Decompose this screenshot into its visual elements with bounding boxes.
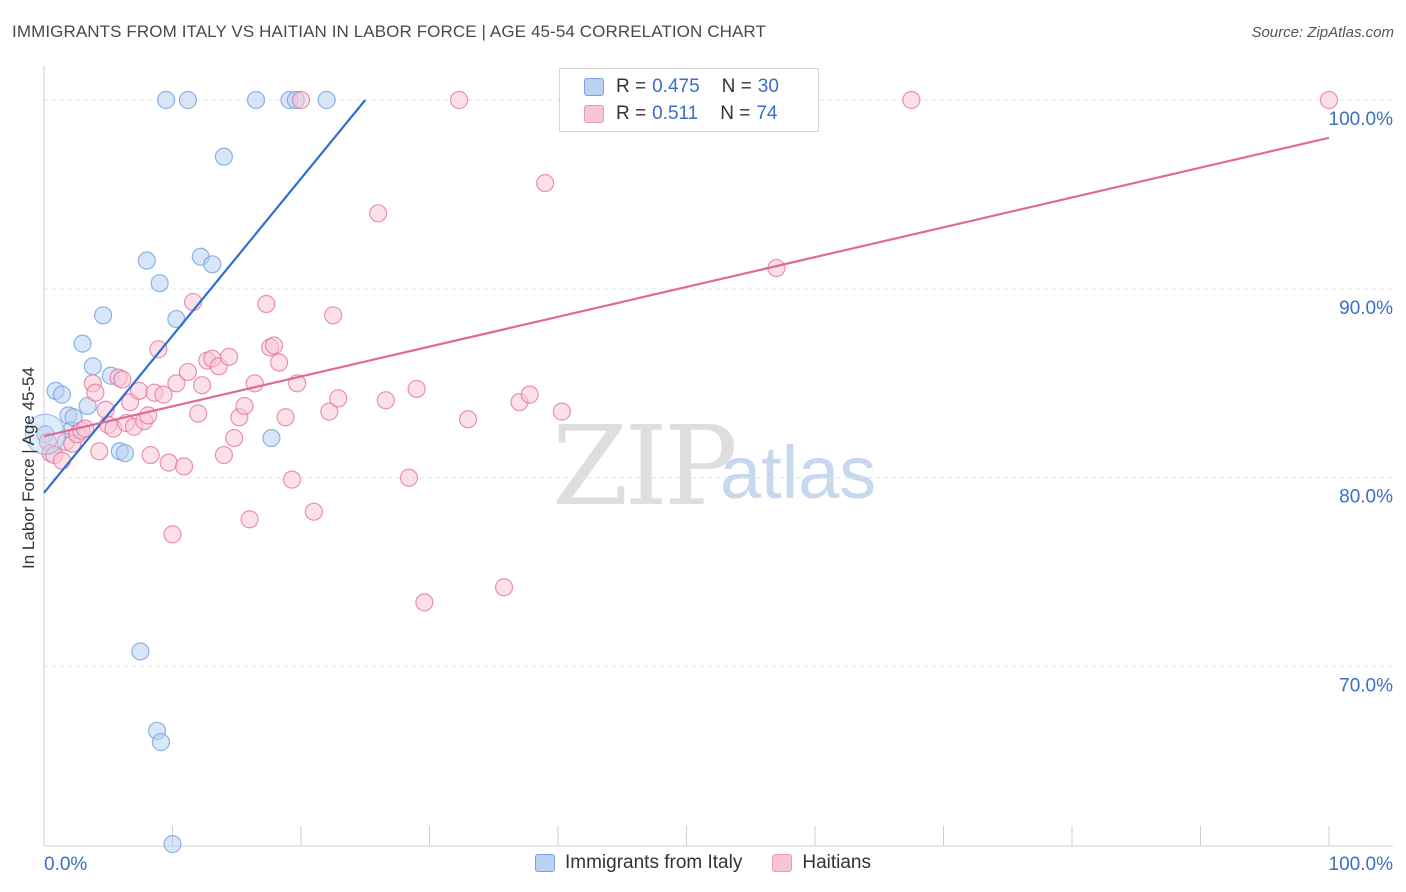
legend-swatch-haitians [584,105,604,123]
haitian-point [329,389,348,408]
series-legend: Immigrants from Italy Haitians [0,852,1406,874]
italy-point [115,444,135,463]
chart-title: IMMIGRANTS FROM ITALY VS HAITIAN IN LABO… [12,22,766,41]
haitian-point [174,457,194,476]
haitian-point [494,578,514,597]
legend-r-label: R = [616,76,647,97]
watermark-zip: ZIP [552,402,738,530]
haitian-point [415,593,434,612]
haitian-point [304,502,323,521]
haitian-point [214,445,233,465]
haitian-point [189,404,208,423]
haitian-point [159,453,178,472]
series-legend-italy[interactable]: Immigrants from Italy [534,852,743,874]
italy-point [178,90,198,110]
series-swatch-italy [534,854,555,872]
haitian-point [536,173,555,193]
y-tick-label: 100.0% [1329,109,1394,130]
italy-point [151,733,171,752]
haitian-point [141,445,160,465]
haitian-point [902,90,921,110]
haitian-point [291,90,311,110]
series-name-haitians: Haitians [802,852,872,873]
haitian-point [458,410,478,429]
italy-point [150,274,169,293]
italy-point [52,385,72,404]
haitian-point [113,370,132,389]
italy-point [94,306,113,325]
legend-r-value: 0.475 [652,76,700,97]
legend-row-haitians: R = 0.511 N = 74 [584,102,800,126]
series-swatch-haitians [772,854,793,872]
watermark-atlas: atlas [720,431,877,514]
haitian-point [163,525,182,544]
legend-r-value: 0.511 [652,103,699,124]
haitian-point [1319,90,1339,110]
haitian-point [149,340,168,359]
haitian-point [276,408,295,427]
haitian-point [264,336,284,355]
y-tick-label: 90.0% [1339,298,1393,319]
italy-point-large [24,413,66,455]
italy-point [317,90,336,110]
y-axis-title: In Labor Force | Age 45-54 [19,367,38,569]
legend-n-value: 30 [757,76,779,97]
legend-n-value: 74 [756,103,778,124]
y-tick-label: 80.0% [1339,487,1393,508]
italy-point [214,147,233,166]
haitian-point [376,391,395,410]
series-legend-haitians[interactable]: Haitians [772,852,871,874]
haitian-point [154,385,173,404]
legend-r-label: R = [616,103,647,124]
italy-point [203,255,222,274]
italy-point [246,90,266,110]
haitian-point [86,383,105,402]
italy-point [73,334,92,353]
haitian-point [407,379,426,399]
haitian-point [520,385,539,404]
haitian-point [320,402,339,421]
haitian-point [449,90,469,110]
x-tick-label: 0.0% [44,854,87,875]
haitian-point [90,442,109,461]
x-tick-label: 100.0% [1329,854,1394,875]
haitian-point [225,428,244,448]
haitian-point [167,374,186,393]
legend-n-label: N = [721,76,752,97]
haitian-point [324,306,343,325]
legend-swatch-italy [584,78,604,96]
italy-point [137,251,156,270]
italy-trendline [43,99,367,494]
haitian-point [219,347,239,366]
haitian-point [192,376,212,395]
source-label: Source: ZipAtlas.com [1251,24,1394,41]
italy-point [83,357,102,376]
y-tick-label: 70.0% [1339,676,1393,697]
haitian-point [52,451,72,470]
haitian-point [138,406,158,425]
legend-row-italy: R = 0.475 N = 30 [584,75,801,99]
series-name-italy: Immigrants from Italy [564,852,743,873]
legend-n-label: N = [720,103,751,124]
stats-legend: R = 0.475 N = 30 R = 0.511 N = 74 [559,68,819,132]
haitian-point [235,396,254,416]
haitian-point [270,353,289,372]
haitian-point [399,468,419,487]
haitian-point [282,470,302,489]
haitian-trendline [43,136,1330,438]
haitian-point [178,362,198,382]
italy-point [131,642,150,661]
italy-point [262,428,281,448]
haitian-point [552,402,571,421]
haitian-point [257,294,276,314]
haitian-point [240,510,259,529]
italy-point [156,90,176,110]
haitian-point [369,204,388,223]
italy-point [163,835,182,854]
